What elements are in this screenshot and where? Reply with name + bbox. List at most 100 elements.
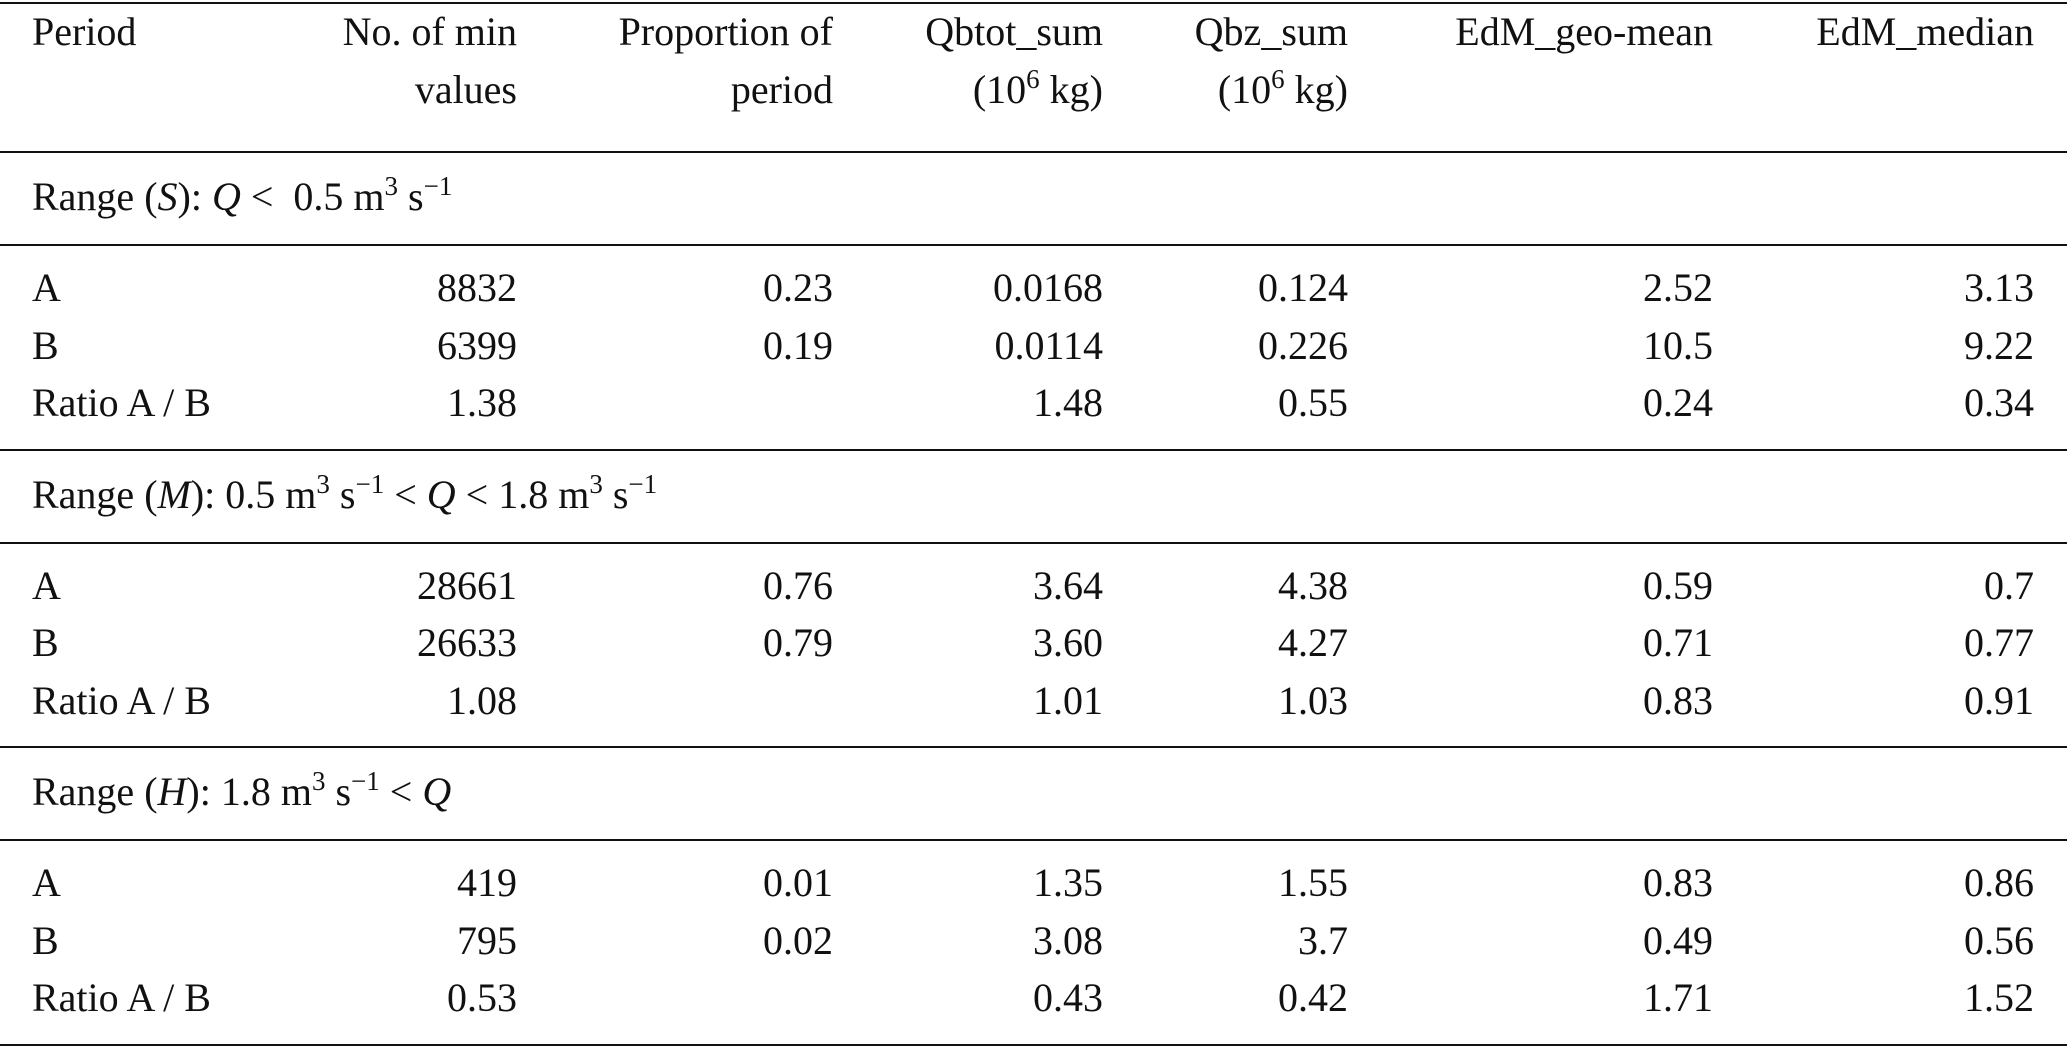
column-header: Qbz_sum	[1194, 9, 1348, 54]
column-header: No. of min	[342, 9, 517, 54]
table-cell: 26633	[417, 620, 517, 665]
column-header: (106 kg)	[973, 65, 1103, 115]
text-run: <	[379, 769, 423, 814]
table-cell: 419	[457, 860, 517, 905]
table-cell: 0.49	[1643, 917, 1713, 963]
superscript: 6	[1026, 64, 1040, 94]
row-label: B	[32, 917, 59, 963]
text-run: ): 0.5 m	[190, 471, 317, 517]
table-cell: 0.91	[1964, 677, 2034, 723]
table-cell: 0.7	[1984, 562, 2034, 608]
text-run: < 0.5 m	[240, 174, 385, 219]
table-cell: 0.42	[1278, 975, 1348, 1020]
table-cell: 8832	[437, 265, 517, 310]
table-cell: 1.52	[1964, 975, 2034, 1020]
column-header: period	[730, 67, 833, 112]
table-cell: 0.43	[1033, 975, 1103, 1020]
row-label: Ratio A / B	[32, 380, 211, 425]
text-run: S	[157, 174, 178, 219]
table-cell: 3.13	[1964, 265, 2034, 310]
superscript: −1	[355, 468, 385, 499]
table-cell: 3.08	[1033, 917, 1103, 963]
text-run: Q	[422, 769, 452, 814]
table-cell: 28661	[417, 562, 517, 608]
section-label: Range (M): 0.5 m3 s−1 < Q < 1.8 m3 s−1	[32, 470, 657, 520]
table-cell: 0.79	[763, 620, 833, 665]
text-run: (10	[972, 67, 1027, 112]
rule	[0, 244, 2067, 246]
text-run: H	[157, 769, 187, 814]
text-run: ):	[177, 174, 212, 219]
superscript: −1	[423, 171, 453, 201]
text-run: s	[325, 769, 352, 814]
table-cell: 1.01	[1033, 677, 1103, 723]
table-cell: 3.64	[1033, 562, 1103, 608]
column-header: Period	[32, 9, 137, 54]
table-cell: 1.08	[447, 677, 517, 723]
table-cell: 2.52	[1643, 265, 1713, 310]
superscript: 3	[589, 468, 603, 499]
section-label: Range (S): Q < 0.5 m3 s−1	[32, 172, 452, 222]
table-cell: 1.48	[1033, 380, 1103, 425]
table-cell: 0.71	[1643, 620, 1713, 665]
text-run: Range (	[32, 769, 158, 814]
rule	[0, 839, 2067, 841]
table-cell: 0.01	[763, 860, 833, 905]
row-label: A	[32, 562, 61, 608]
table-cell: 3.60	[1033, 620, 1103, 665]
rule	[0, 448, 2067, 451]
rule	[0, 1043, 2067, 1046]
row-label: B	[32, 620, 59, 665]
table-cell: 0.83	[1643, 860, 1713, 905]
text-run: Range (	[32, 471, 158, 517]
table-cell: 0.34	[1964, 380, 2034, 425]
table-cell: 795	[457, 917, 517, 963]
superscript: 6	[1271, 64, 1285, 94]
row-label: A	[32, 860, 61, 905]
column-header: EdM_geo-mean	[1455, 9, 1713, 54]
text-run: (10	[1217, 67, 1272, 112]
table-cell: 0.0114	[994, 322, 1103, 368]
text-run: s	[329, 471, 356, 517]
rule	[0, 746, 2067, 748]
table-cell: 0.55	[1278, 380, 1348, 425]
table-cell: 0.0168	[993, 265, 1103, 310]
column-header: (106 kg)	[1218, 65, 1348, 115]
table-cell: 1.55	[1278, 860, 1348, 905]
table-cell: 9.22	[1964, 322, 2034, 368]
column-header: Qbtot_sum	[925, 9, 1103, 54]
rule	[0, 151, 2067, 153]
column-header: EdM_median	[1816, 9, 2034, 54]
table-cell: 0.59	[1643, 562, 1713, 608]
text-run: kg)	[1284, 67, 1348, 112]
table-cell: 6399	[437, 322, 517, 368]
section-label: Range (H): 1.8 m3 s−1 < Q	[32, 767, 451, 817]
table-cell: 0.23	[763, 265, 833, 310]
table-cell: 0.226	[1258, 322, 1348, 368]
text-run: Q	[211, 174, 241, 219]
text-run: <	[384, 471, 427, 517]
table-cell: 0.76	[763, 562, 833, 608]
text-run: Q	[426, 471, 456, 517]
table-cell: 4.38	[1278, 562, 1348, 608]
row-label: Ratio A / B	[32, 975, 211, 1020]
rule	[0, 2, 2067, 4]
text-run: ): 1.8 m	[186, 769, 312, 814]
table-cell: 0.83	[1643, 677, 1713, 723]
text-run: Range (	[32, 174, 158, 219]
table-cell: 1.03	[1278, 677, 1348, 723]
superscript: −1	[351, 766, 380, 796]
row-label: B	[32, 322, 59, 368]
column-header: values	[414, 67, 517, 112]
text-run: kg)	[1039, 67, 1103, 112]
table-cell: 0.02	[763, 917, 833, 963]
table-cell: 0.124	[1258, 265, 1348, 310]
text-run: < 1.8 m	[455, 471, 590, 517]
table-cell: 0.24	[1643, 380, 1713, 425]
table-cell: 1.38	[447, 380, 517, 425]
superscript: 3	[384, 171, 399, 201]
text-run: M	[157, 471, 191, 517]
row-label: A	[32, 265, 61, 310]
table-cell: 0.86	[1964, 860, 2034, 905]
